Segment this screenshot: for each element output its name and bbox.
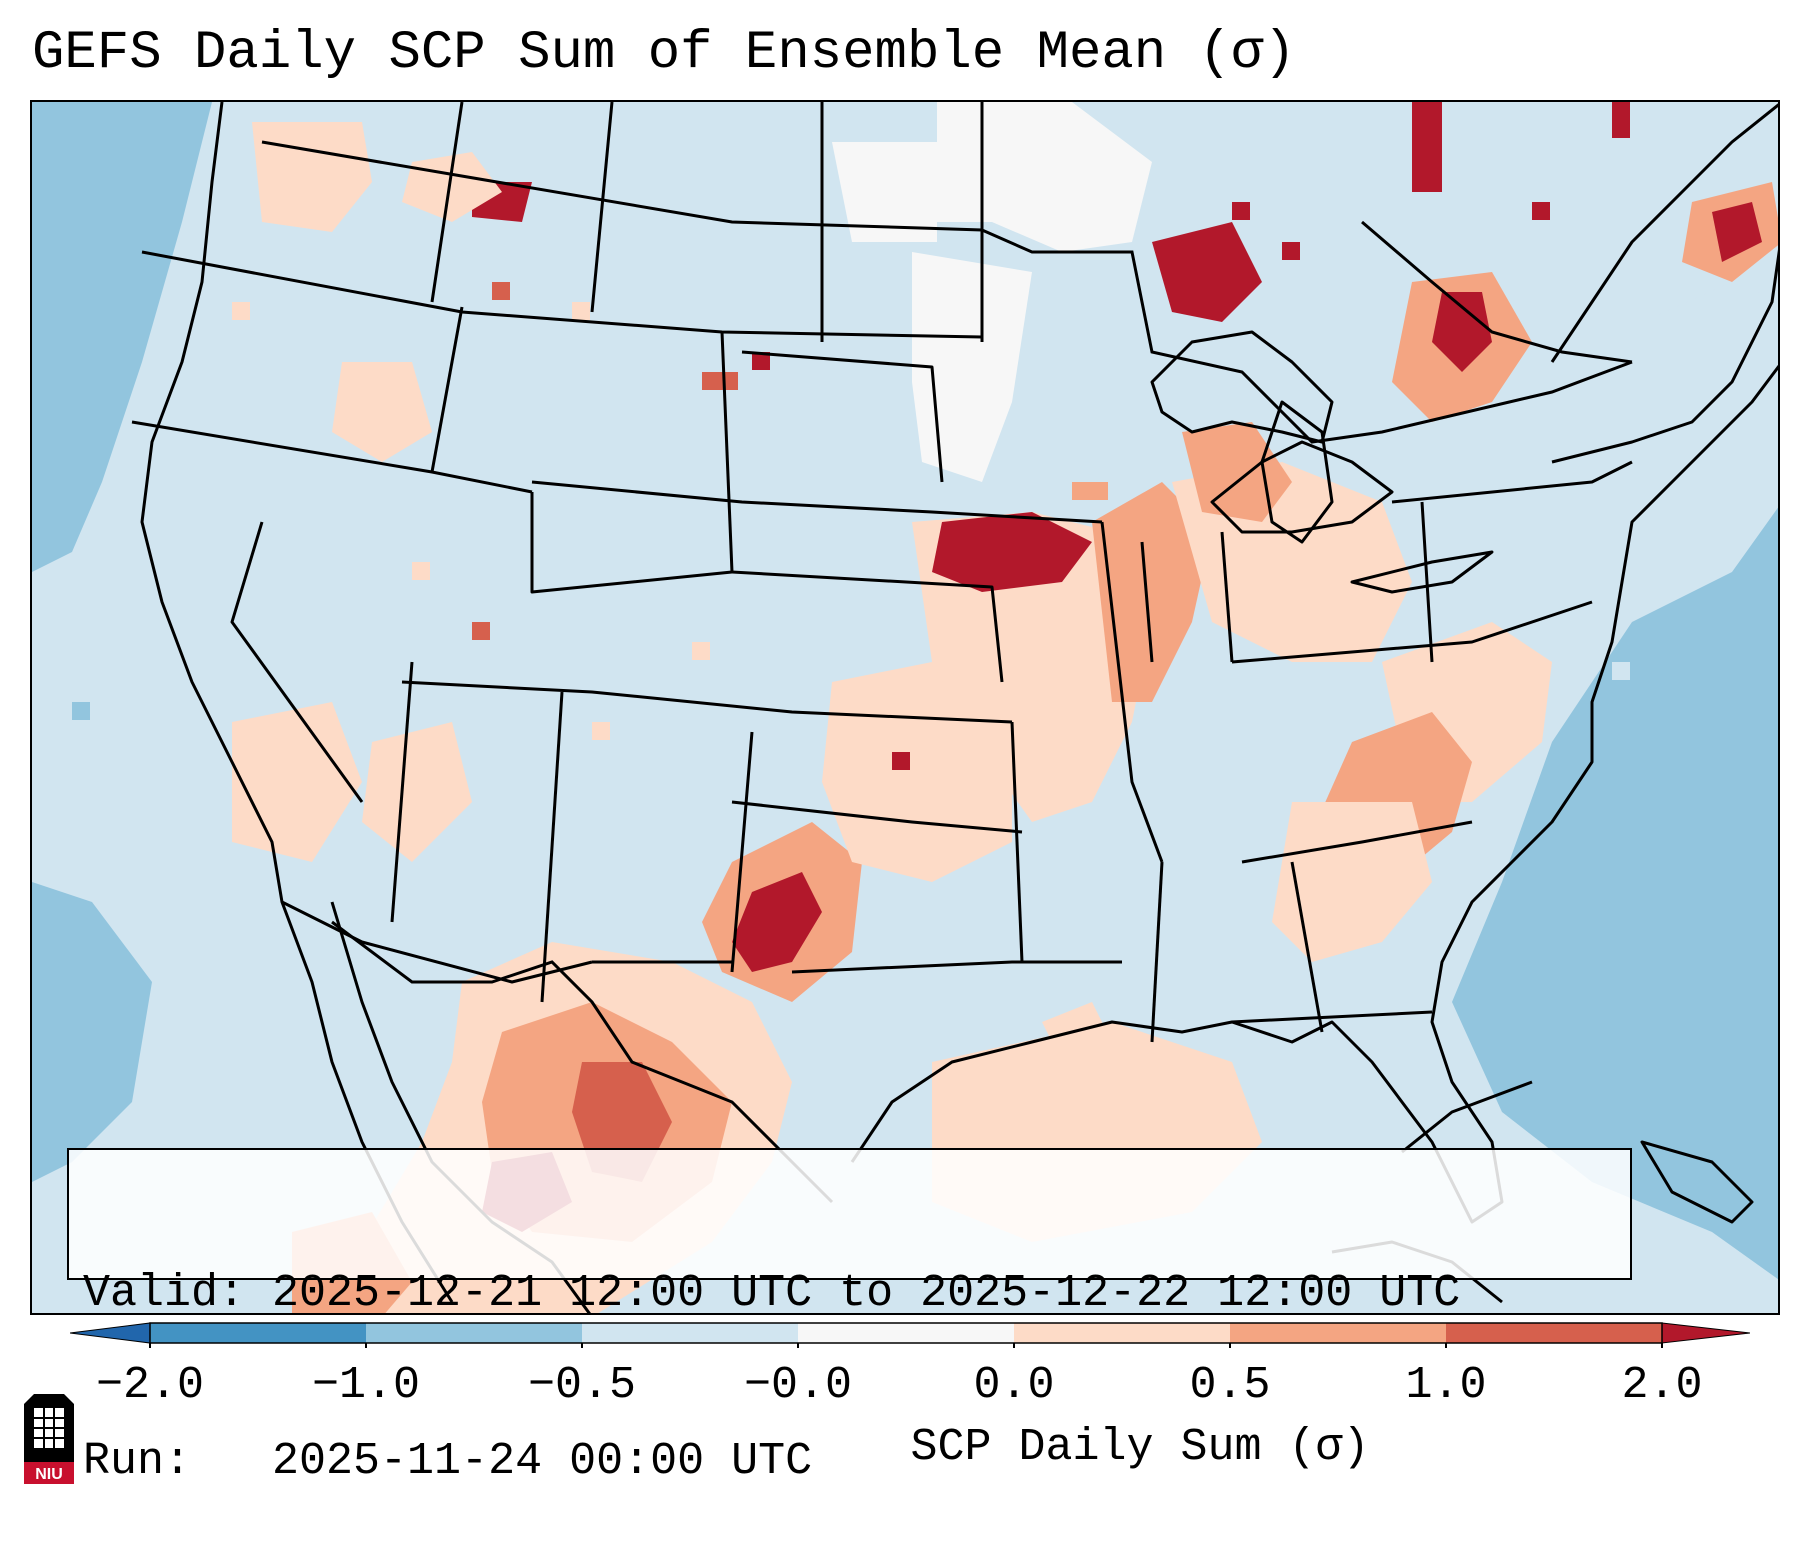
colorbar-extend-low xyxy=(70,1322,151,1344)
country-borders xyxy=(261,140,1633,1204)
coastlines xyxy=(140,102,1778,1313)
map-panel xyxy=(30,100,1780,1315)
colorbar-ticks xyxy=(149,1343,1663,1348)
colorbar-segment-7 xyxy=(1446,1323,1662,1343)
negative-anomaly-regions xyxy=(32,102,1778,1280)
colorbar-segment-1 xyxy=(150,1323,366,1343)
colorbar-segment-5 xyxy=(1014,1323,1230,1343)
colorbar-segment-4 xyxy=(798,1323,1014,1343)
colorbar-segment-2 xyxy=(366,1323,582,1343)
colorbar-segment-6 xyxy=(1230,1323,1446,1343)
colorbar-tick-3: −0.5 xyxy=(527,1360,637,1411)
niu-tower-logo-icon xyxy=(24,1394,74,1484)
chart-title: GEFS Daily SCP Sum of Ensemble Mean (σ) xyxy=(32,23,1296,84)
colorbar-tick-7: 1.0 xyxy=(1405,1360,1487,1411)
map-svg xyxy=(32,102,1778,1313)
colorbar-tick-6: 0.5 xyxy=(1189,1360,1271,1411)
colorbar-segment-3 xyxy=(582,1323,798,1343)
validity-info-box: Valid: 2025-12-21 12:00 UTC to 2025-12-2… xyxy=(67,1148,1632,1487)
colorbar-extend-high xyxy=(1661,1322,1750,1344)
run-time-text: Run: 2025-11-24 00:00 UTC xyxy=(83,1436,813,1487)
anomaly-cells xyxy=(72,102,1630,770)
valid-time-text: Valid: 2025-12-21 12:00 UTC to 2025-12-2… xyxy=(83,1268,1461,1319)
colorbar-tick-1: −2.0 xyxy=(95,1360,205,1411)
colorbar-label: SCP Daily Sum (σ) xyxy=(910,1422,1370,1473)
colorbar-tick-4: −0.0 xyxy=(743,1360,853,1411)
colorbar xyxy=(70,1322,1750,1348)
state-borders xyxy=(131,102,1633,1043)
colorbar-outline xyxy=(149,1322,1663,1344)
neutral-regions xyxy=(832,102,1152,482)
colorbar-tick-2: −1.0 xyxy=(311,1360,421,1411)
logo-text: NIU xyxy=(35,1466,63,1483)
colorbar-tick-8: 2.0 xyxy=(1621,1360,1703,1411)
colorbar-tick-5: 0.0 xyxy=(973,1360,1055,1411)
